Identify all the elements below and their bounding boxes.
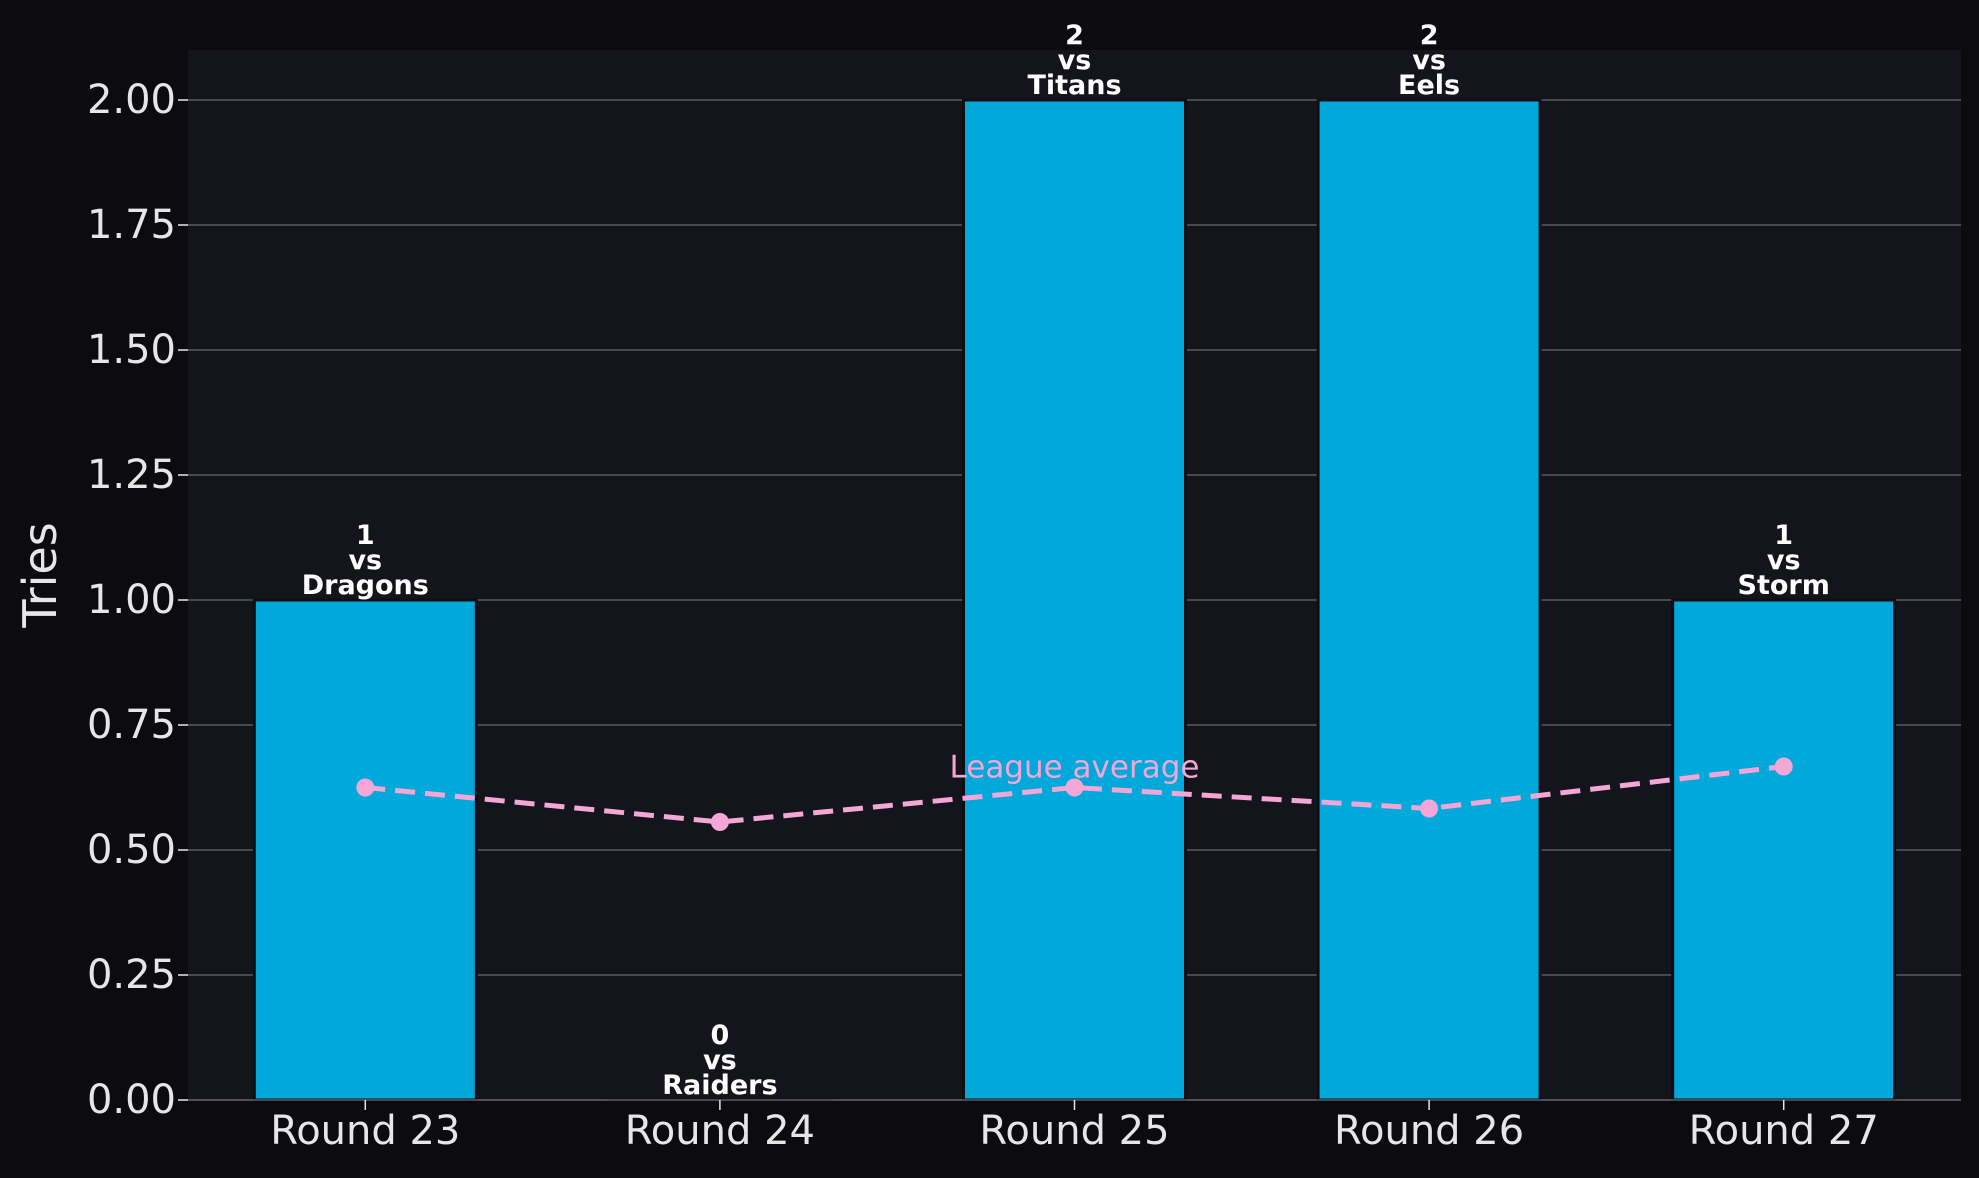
league-average-point xyxy=(1420,799,1439,818)
bar-label-line: Eels xyxy=(1398,70,1460,101)
y-tick-label: 0.25 xyxy=(87,952,176,998)
league-average-point xyxy=(1774,757,1793,776)
league-average-line xyxy=(365,764,1784,825)
y-tick-label: 0.00 xyxy=(87,1077,176,1123)
bar-label-line: 2 xyxy=(1420,20,1439,51)
bar-label-line: Dragons xyxy=(302,570,429,601)
league-average-point xyxy=(1065,778,1084,797)
bar-round-25 xyxy=(962,98,1187,1102)
bar-round-27 xyxy=(1671,598,1897,1102)
y-axis-title: Tries xyxy=(13,522,67,628)
bar-label-line: Titans xyxy=(1027,70,1121,101)
x-tick-label: Round 24 xyxy=(625,1108,815,1154)
x-tick-label: Round 27 xyxy=(1689,1108,1879,1154)
x-tick-label: Round 26 xyxy=(1334,1108,1524,1154)
bar-label-line: 1 xyxy=(1774,520,1793,551)
y-tick-label: 0.75 xyxy=(87,702,176,748)
league-average-point xyxy=(710,813,729,831)
bar-label-line: vs xyxy=(1767,545,1801,576)
y-tick-label: 1.00 xyxy=(87,577,176,623)
bar-labels: 1vsDragons0vsRaiders2vsTitans2vsEels1vsS… xyxy=(302,20,1830,1101)
bar-label-line: 0 xyxy=(711,1020,730,1051)
y-tick-label: 2.00 xyxy=(87,77,176,123)
bars xyxy=(252,98,1897,1102)
bar-label-line: vs xyxy=(348,545,382,576)
y-tick-label: 0.50 xyxy=(87,827,176,873)
x-tick-label: Round 23 xyxy=(270,1108,460,1154)
y-tick-label: 1.75 xyxy=(87,202,176,248)
y-tick-label: 1.25 xyxy=(87,452,176,498)
x-tick-label: Round 25 xyxy=(979,1108,1169,1154)
league-average-label: League average xyxy=(950,750,1200,786)
bar-label-line: 2 xyxy=(1065,20,1084,51)
league-average-point xyxy=(356,778,375,797)
bar-label-line: vs xyxy=(703,1045,737,1076)
bar-label-line: Storm xyxy=(1738,570,1830,601)
bar-round-26 xyxy=(1316,98,1542,1102)
bar-label-line: Raiders xyxy=(662,1070,777,1101)
average-line-layer: League average xyxy=(356,750,1793,831)
bar-round-23 xyxy=(252,598,478,1102)
bar-label-line: vs xyxy=(1412,45,1446,76)
axes: 0.00 0.25 0.50 0.75 1.00 1.25 1.50 1.75 2.00 Roun… xyxy=(13,77,1961,1154)
y-tick-label: 1.50 xyxy=(87,327,176,373)
bar-label-line: 1 xyxy=(356,520,375,551)
bar-label-line: vs xyxy=(1058,45,1092,76)
